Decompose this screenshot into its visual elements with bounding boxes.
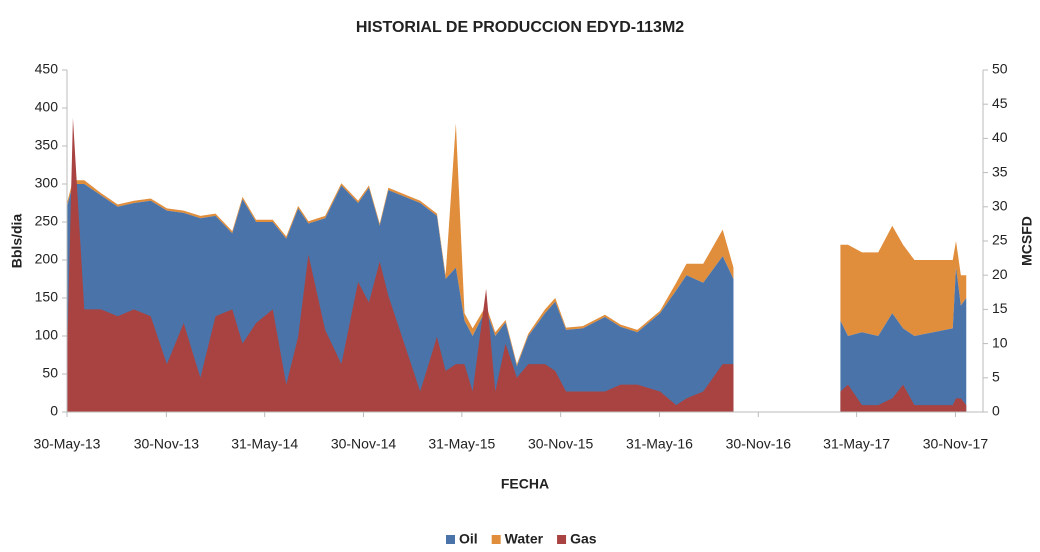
x-tick-label: 30-Nov-17 [923,436,989,452]
chart-title: HISTORIAL DE PRODUCCION EDYD-113M2 [356,19,684,36]
x-tick-label: 30-Nov-13 [134,436,200,452]
legend-label: Oil [459,531,478,547]
y2-tick-label: 45 [992,95,1008,111]
x-tick-label: 30-Nov-14 [331,436,397,452]
y-tick-label: 300 [35,175,59,191]
gas-area [67,117,967,412]
legend-swatch [446,535,455,544]
y2-tick-label: 40 [992,129,1008,145]
x-tick-label: 30-Nov-16 [726,436,792,452]
oil-area [67,184,967,412]
y-tick-label: 350 [35,137,59,153]
y2-tick-label: 5 [992,369,1000,385]
y-tick-label: 450 [35,61,59,77]
x-tick-label: 31-May-17 [823,436,890,452]
y2-tick-label: 50 [992,61,1008,77]
y-tick-label: 0 [50,403,58,419]
y-tick-label: 400 [35,99,59,115]
y-tick-label: 100 [35,327,59,343]
y2-tick-label: 35 [992,163,1008,179]
x-tick-label: 31-May-15 [428,436,495,452]
x-tick-label: 31-May-16 [626,436,693,452]
legend-label: Water [505,531,544,547]
y-tick-label: 200 [35,251,59,267]
y-tick-label: 50 [42,365,58,381]
y2-tick-label: 15 [992,300,1008,316]
y-tick-label: 150 [35,289,59,305]
y2-axis-label: MCSFD [1019,216,1035,266]
legend-label: Gas [570,531,597,547]
y2-tick-label: 25 [992,232,1008,248]
y2-tick-label: 0 [992,403,1000,419]
x-tick-label: 30-May-13 [34,436,101,452]
legend-swatch [491,535,501,544]
y2-tick-label: 30 [992,198,1008,214]
y-tick-label: 250 [35,213,59,229]
y-axis-label: Bbls/dia [9,214,25,269]
x-tick-label: 30-Nov-15 [528,436,594,452]
y2-tick-label: 10 [992,334,1008,350]
legend-swatch [557,535,567,544]
y2-tick-label: 20 [992,266,1008,282]
x-tick-label: 31-May-14 [231,436,298,452]
x-axis-label: FECHA [501,476,549,492]
